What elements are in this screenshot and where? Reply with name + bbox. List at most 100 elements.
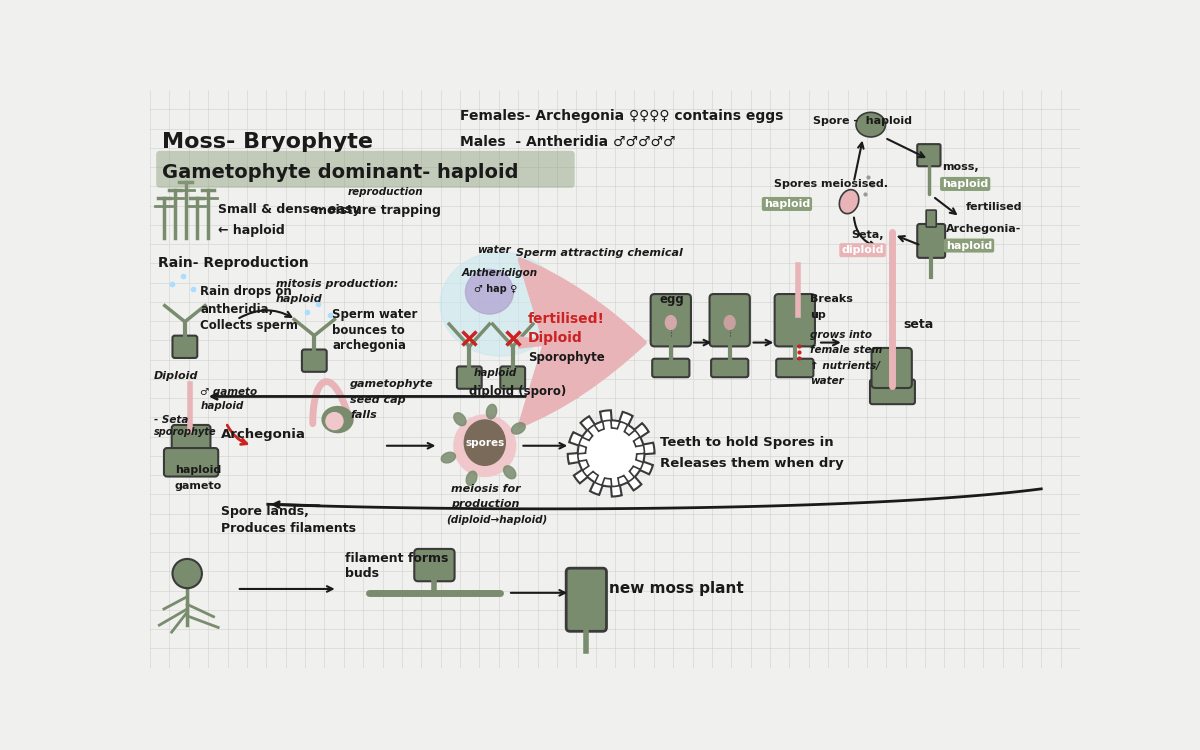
Ellipse shape <box>454 413 466 426</box>
Text: Collects sperm: Collects sperm <box>200 319 299 332</box>
FancyBboxPatch shape <box>870 380 914 404</box>
Text: egg: egg <box>660 293 685 306</box>
FancyBboxPatch shape <box>926 210 936 227</box>
FancyBboxPatch shape <box>302 350 326 372</box>
Text: Males  - Antheridia ♂♂♂♂♂: Males - Antheridia ♂♂♂♂♂ <box>460 135 676 148</box>
Text: diploid: diploid <box>841 245 883 255</box>
Text: spores: spores <box>466 438 504 448</box>
Ellipse shape <box>440 252 560 356</box>
FancyBboxPatch shape <box>712 358 749 377</box>
Text: Archegonia-: Archegonia- <box>946 224 1021 233</box>
Text: (diploid→haploid): (diploid→haploid) <box>446 514 547 525</box>
Text: filament forms: filament forms <box>346 552 449 565</box>
Text: haploid: haploid <box>942 179 989 189</box>
FancyBboxPatch shape <box>414 549 455 581</box>
Ellipse shape <box>486 404 497 418</box>
Text: Spore -  haploid: Spore - haploid <box>812 116 912 126</box>
Text: water: water <box>810 376 844 386</box>
Text: Produces filaments: Produces filaments <box>221 523 356 536</box>
FancyBboxPatch shape <box>566 568 606 632</box>
Text: gametophyte: gametophyte <box>350 380 433 389</box>
Text: production: production <box>451 500 520 509</box>
Text: Breaks: Breaks <box>810 295 853 304</box>
Text: - Seta: - Seta <box>154 415 188 424</box>
Text: ↑ nutrients/: ↑ nutrients/ <box>810 361 881 370</box>
FancyBboxPatch shape <box>653 358 689 377</box>
Text: meiosis for: meiosis for <box>451 484 521 494</box>
Text: archegonia: archegonia <box>332 339 406 352</box>
Ellipse shape <box>466 269 514 314</box>
Text: Diploid: Diploid <box>154 371 198 382</box>
Text: ♂ hap ♀: ♂ hap ♀ <box>474 284 517 294</box>
FancyBboxPatch shape <box>164 448 218 476</box>
FancyBboxPatch shape <box>156 151 575 188</box>
Text: haploid: haploid <box>175 466 221 476</box>
Text: antheridia,: antheridia, <box>200 303 274 316</box>
Polygon shape <box>568 410 654 497</box>
Text: ← haploid: ← haploid <box>218 224 284 237</box>
Text: falls: falls <box>350 410 377 420</box>
Text: bounces to: bounces to <box>332 324 404 337</box>
Ellipse shape <box>504 466 516 478</box>
Text: Rain drops on: Rain drops on <box>200 285 292 298</box>
Text: Antheridigon: Antheridigon <box>462 268 538 278</box>
Text: female stem: female stem <box>810 345 882 355</box>
Text: Rain- Reproduction: Rain- Reproduction <box>157 256 308 270</box>
Text: ♂ gameto: ♂ gameto <box>200 387 258 397</box>
Ellipse shape <box>511 423 526 434</box>
Text: Females- Archegonia ♀♀♀♀ contains eggs: Females- Archegonia ♀♀♀♀ contains eggs <box>460 110 784 123</box>
Text: moisture trapping: moisture trapping <box>314 205 442 218</box>
Text: Teeth to hold Spores in: Teeth to hold Spores in <box>660 436 834 449</box>
Text: mitosis production:: mitosis production: <box>276 279 398 289</box>
Text: haploid: haploid <box>763 199 810 209</box>
Text: reproduction: reproduction <box>348 187 424 196</box>
Ellipse shape <box>464 420 505 465</box>
Text: water: water <box>478 245 511 255</box>
Text: Small & dense- easy: Small & dense- easy <box>218 202 361 216</box>
FancyBboxPatch shape <box>775 294 815 346</box>
Ellipse shape <box>665 316 677 329</box>
Text: up: up <box>810 310 826 320</box>
FancyBboxPatch shape <box>457 367 481 388</box>
Text: Seta,: Seta, <box>851 230 884 240</box>
Text: diploid (sporo): diploid (sporo) <box>469 386 566 398</box>
Ellipse shape <box>442 452 456 463</box>
Polygon shape <box>578 420 644 487</box>
Text: Diploid: Diploid <box>528 331 583 345</box>
Ellipse shape <box>839 190 859 214</box>
Text: fertilised: fertilised <box>965 202 1022 212</box>
Text: haploid: haploid <box>474 368 517 378</box>
Ellipse shape <box>455 416 515 476</box>
Text: haploid: haploid <box>276 295 323 304</box>
Text: Sperm attracting chemical: Sperm attracting chemical <box>516 248 683 258</box>
Ellipse shape <box>725 316 736 329</box>
FancyBboxPatch shape <box>172 425 210 457</box>
FancyArrowPatch shape <box>520 260 644 426</box>
Text: grows into: grows into <box>810 330 872 340</box>
Text: Sporophyte: Sporophyte <box>528 352 605 364</box>
Text: Gametophyte dominant- haploid: Gametophyte dominant- haploid <box>162 164 518 182</box>
Text: buds: buds <box>346 567 379 580</box>
Text: fertilised!: fertilised! <box>528 313 605 326</box>
Ellipse shape <box>326 413 343 430</box>
Text: seta: seta <box>904 318 934 332</box>
FancyBboxPatch shape <box>709 294 750 346</box>
FancyBboxPatch shape <box>173 336 197 358</box>
Text: sporophyte: sporophyte <box>154 427 216 437</box>
Text: Archegonia: Archegonia <box>221 428 306 442</box>
Text: Sperm water: Sperm water <box>332 308 418 321</box>
Text: seed cap: seed cap <box>350 394 406 404</box>
Circle shape <box>173 559 202 588</box>
Text: gameto: gameto <box>175 481 222 490</box>
FancyBboxPatch shape <box>917 224 946 258</box>
Ellipse shape <box>466 471 476 485</box>
Text: Spores meiosised.: Spores meiosised. <box>774 179 888 189</box>
FancyBboxPatch shape <box>500 367 526 388</box>
FancyBboxPatch shape <box>650 294 691 346</box>
FancyBboxPatch shape <box>917 144 941 166</box>
Text: moss,: moss, <box>942 162 979 172</box>
Text: haploid: haploid <box>200 400 244 411</box>
Text: Releases them when dry: Releases them when dry <box>660 457 844 470</box>
Ellipse shape <box>856 112 886 137</box>
Text: new moss plant: new moss plant <box>608 581 744 596</box>
